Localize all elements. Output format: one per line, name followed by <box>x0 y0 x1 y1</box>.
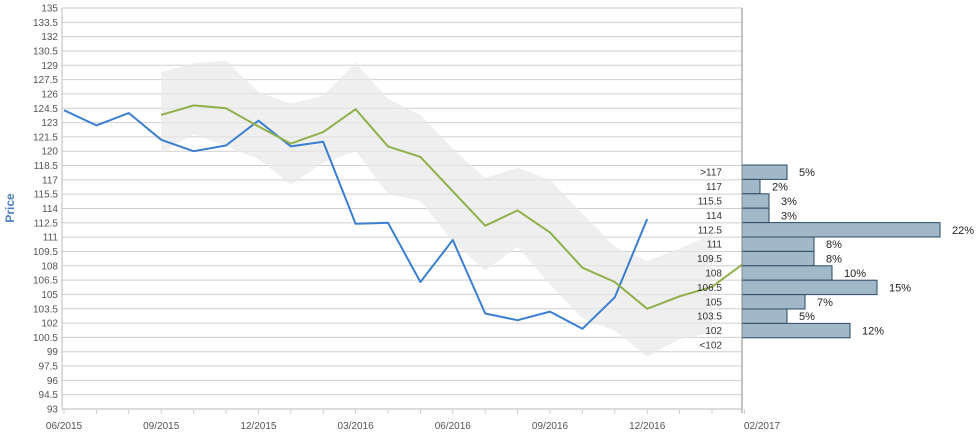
histogram-bar <box>741 294 806 310</box>
y-tick-label: 108 <box>41 261 58 272</box>
y-tick-label: 99 <box>47 347 59 358</box>
x-tick-label: 12/2015 <box>240 421 277 432</box>
x-tick-label: 09/2016 <box>532 421 569 432</box>
histogram-percent-label: 5% <box>799 167 815 179</box>
x-tick-label: 06/2016 <box>435 421 472 432</box>
histogram-percent-label: 3% <box>781 210 797 222</box>
y-tick-label: 102 <box>41 319 58 330</box>
histogram-bar <box>741 265 833 281</box>
histogram-bin-label: 117 <box>706 182 722 193</box>
histogram-bar <box>741 207 770 224</box>
y-tick-label: 94.5 <box>39 390 59 401</box>
y-tick-label: 123 <box>41 118 58 129</box>
histogram-percent-label: 22% <box>952 225 974 237</box>
histogram-percent-label: 7% <box>817 297 833 309</box>
y-tick-label: 114 <box>42 204 58 215</box>
y-tick-label: 93 <box>47 405 59 416</box>
histogram-percent-label: 3% <box>781 196 797 208</box>
y-tick-label: 117 <box>42 175 58 186</box>
histogram-bin-label: 111 <box>707 240 723 251</box>
histogram-bin-label: 105 <box>705 297 722 308</box>
y-tick-label: 112.5 <box>34 218 59 229</box>
histogram-bin-label: 115.5 <box>698 197 723 208</box>
y-tick-label: 111 <box>43 233 59 244</box>
x-tick-label: 12/2016 <box>629 421 666 432</box>
y-tick-label: 132 <box>41 32 58 43</box>
y-tick-label: 97.5 <box>39 362 59 373</box>
histogram-bin-label: <102 <box>699 341 722 352</box>
y-tick-label: 133.5 <box>33 18 58 29</box>
histogram-bin-label: 103.5 <box>697 312 722 323</box>
axes: 93 94.5 96 97.5 99 100.5 102 103.5 105 106.5 108 10… <box>33 4 781 433</box>
histogram-percent-label: 5% <box>799 311 815 323</box>
histogram-bar <box>741 193 770 209</box>
histogram-bin-label: 108 <box>705 269 722 280</box>
histogram-bar <box>741 236 815 252</box>
x-tick-label: 03/2016 <box>338 421 375 432</box>
histogram-bar <box>741 279 878 296</box>
histogram-percent-label: 15% <box>889 282 911 294</box>
histogram-bin-label: >117 <box>700 168 722 179</box>
histogram-bin-label: 102 <box>705 326 722 337</box>
y-tick-label: 118.5 <box>34 161 59 172</box>
x-tick-label: 09/2015 <box>143 421 180 432</box>
y-tick-label: 103.5 <box>33 304 58 315</box>
history-line <box>63 109 649 330</box>
histogram-bar <box>741 178 761 195</box>
x-tick-label: 02/2017 <box>744 421 781 432</box>
y-tick-label: 109.5 <box>33 247 58 258</box>
histogram-bin-label: 112.5 <box>698 225 723 236</box>
y-tick-label: 121.5 <box>33 132 58 143</box>
y-tick-label: 127.5 <box>33 75 58 86</box>
histogram-percent-label: 8% <box>826 239 842 251</box>
forecast-range-area <box>161 60 712 357</box>
x-tick-label: 06/2015 <box>46 421 83 432</box>
histogram-percent-label: 8% <box>826 254 842 266</box>
histogram-percent-label: 2% <box>772 182 788 194</box>
series-lines <box>63 104 745 330</box>
distribution-histogram: >117 5% 117 2% 115.5 3% 114 3% 112.5 22% 111 8% 109.… <box>697 164 974 352</box>
histogram-bar <box>741 322 851 339</box>
y-tick-label: 106.5 <box>33 276 58 287</box>
histogram-bar <box>741 164 788 180</box>
histogram-bin-label: 114 <box>706 211 722 222</box>
histogram-percent-label: 12% <box>862 326 884 338</box>
histogram-percent-label: 10% <box>844 268 866 280</box>
y-tick-label: 124.5 <box>33 104 58 115</box>
histogram-bar <box>741 222 941 238</box>
y-tick-label: 130.5 <box>33 46 58 57</box>
y-tick-label: 96 <box>47 376 59 387</box>
histogram-bar <box>741 308 788 324</box>
histogram-bin-label: 109.5 <box>697 254 722 265</box>
y-tick-label: 120 <box>41 147 58 158</box>
y-tick-label: 115.5 <box>34 190 59 201</box>
forecast-line <box>160 104 745 310</box>
histogram-bar <box>741 250 815 267</box>
y-tick-label: 129 <box>41 61 58 72</box>
y-axis-label: Price <box>3 193 17 223</box>
y-tick-label: 105 <box>41 290 58 301</box>
forecast-range-band <box>161 60 712 357</box>
y-tick-label: 100.5 <box>33 333 58 344</box>
histogram-bin-label: 106.5 <box>697 283 722 294</box>
y-tick-label: 126 <box>41 89 58 100</box>
y-tick-label: 135 <box>41 4 58 15</box>
